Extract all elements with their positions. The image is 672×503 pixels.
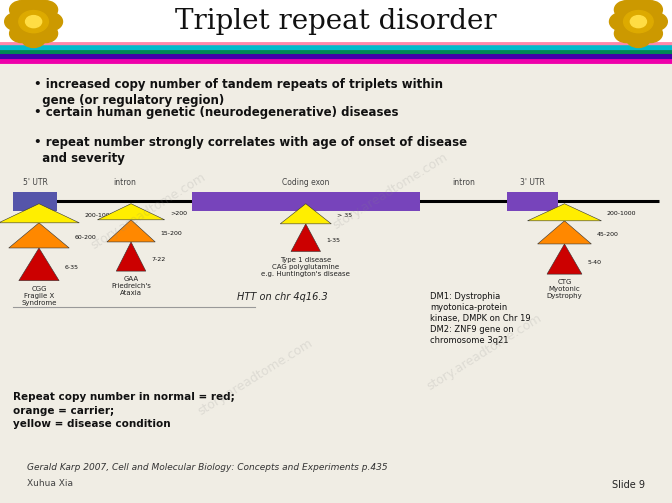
Polygon shape (538, 221, 591, 244)
Text: 1-35: 1-35 (326, 238, 340, 243)
Text: 6-35: 6-35 (65, 265, 79, 270)
Text: >200: >200 (170, 211, 187, 216)
Polygon shape (9, 223, 69, 248)
Circle shape (614, 25, 638, 43)
Text: 60-200: 60-200 (75, 235, 96, 240)
Text: Repeat copy number in normal = red;
orange = carrier;
yellow = disease condition: Repeat copy number in normal = red; oran… (13, 392, 235, 429)
Circle shape (34, 25, 58, 43)
FancyBboxPatch shape (13, 192, 57, 211)
Circle shape (630, 16, 646, 28)
Polygon shape (0, 204, 79, 223)
Polygon shape (547, 244, 582, 274)
Circle shape (9, 1, 34, 19)
Polygon shape (107, 220, 155, 242)
Text: GAA
Friedreich's
Ataxia: GAA Friedreich's Ataxia (111, 276, 151, 296)
Text: 200-1000: 200-1000 (85, 213, 114, 218)
Text: story.areadtome.com: story.areadtome.com (88, 171, 208, 252)
FancyBboxPatch shape (507, 192, 558, 211)
Circle shape (22, 0, 46, 14)
Circle shape (626, 0, 650, 14)
Text: intron: intron (113, 178, 136, 187)
Polygon shape (280, 204, 331, 224)
Text: 5' UTR: 5' UTR (22, 178, 48, 187)
Text: intron: intron (452, 178, 475, 187)
Polygon shape (291, 224, 321, 252)
Polygon shape (528, 204, 601, 221)
Text: Coding exon: Coding exon (282, 178, 329, 187)
Text: • increased copy number of tandem repeats of triplets within
  gene (or regulato: • increased copy number of tandem repeat… (34, 78, 443, 107)
Circle shape (614, 1, 638, 19)
Polygon shape (19, 248, 59, 281)
Text: story.areadtome.com: story.areadtome.com (330, 150, 450, 232)
Circle shape (638, 1, 663, 19)
Circle shape (9, 25, 34, 43)
Text: Xuhua Xia: Xuhua Xia (27, 479, 73, 488)
Text: CGG
Fragile X
Syndrome: CGG Fragile X Syndrome (22, 286, 56, 306)
Text: 15-200: 15-200 (161, 230, 182, 235)
Text: 5-40: 5-40 (587, 260, 601, 265)
Text: 7-22: 7-22 (151, 257, 165, 262)
Circle shape (624, 11, 653, 33)
Text: Slide 9: Slide 9 (612, 480, 645, 490)
Text: HTT on chr 4q16.3: HTT on chr 4q16.3 (237, 292, 328, 302)
Text: • certain human genetic (neurodegenerative) diseases: • certain human genetic (neurodegenerati… (34, 106, 398, 119)
Circle shape (34, 1, 58, 19)
Text: 3' UTR: 3' UTR (520, 178, 546, 187)
Circle shape (626, 29, 650, 47)
Circle shape (26, 16, 42, 28)
Circle shape (5, 13, 29, 31)
FancyBboxPatch shape (0, 0, 672, 43)
Text: 45-200: 45-200 (597, 232, 619, 237)
Circle shape (643, 13, 667, 31)
Text: story.areadtome.com: story.areadtome.com (424, 311, 544, 393)
FancyBboxPatch shape (192, 192, 420, 211)
Text: • repeat number strongly correlates with age of onset of disease
  and severity: • repeat number strongly correlates with… (34, 136, 467, 165)
Polygon shape (97, 204, 165, 220)
Circle shape (610, 13, 634, 31)
Circle shape (38, 13, 62, 31)
Circle shape (19, 11, 48, 33)
Text: Type 1 disease
CAG polyglutamine
e.g. Huntington's disease: Type 1 disease CAG polyglutamine e.g. Hu… (261, 257, 350, 277)
Text: CTG
Myotonic
Dystrophy: CTG Myotonic Dystrophy (546, 279, 583, 299)
Text: story.areadtome.com: story.areadtome.com (196, 337, 315, 418)
Polygon shape (116, 242, 146, 271)
Text: 200-1000: 200-1000 (607, 211, 636, 216)
Text: > 35: > 35 (337, 213, 352, 218)
Text: Triplet repeat disorder: Triplet repeat disorder (175, 8, 497, 35)
Text: DM1: Dystrophia
myotonica-protein
kinase, DMPK on Chr 19
DM2: ZNF9 gene on
chrom: DM1: Dystrophia myotonica-protein kinase… (430, 292, 531, 345)
Circle shape (22, 29, 46, 47)
Text: Gerald Karp 2007, Cell and Molecular Biology: Concepts and Experiments p.435: Gerald Karp 2007, Cell and Molecular Bio… (27, 463, 388, 472)
Circle shape (638, 25, 663, 43)
